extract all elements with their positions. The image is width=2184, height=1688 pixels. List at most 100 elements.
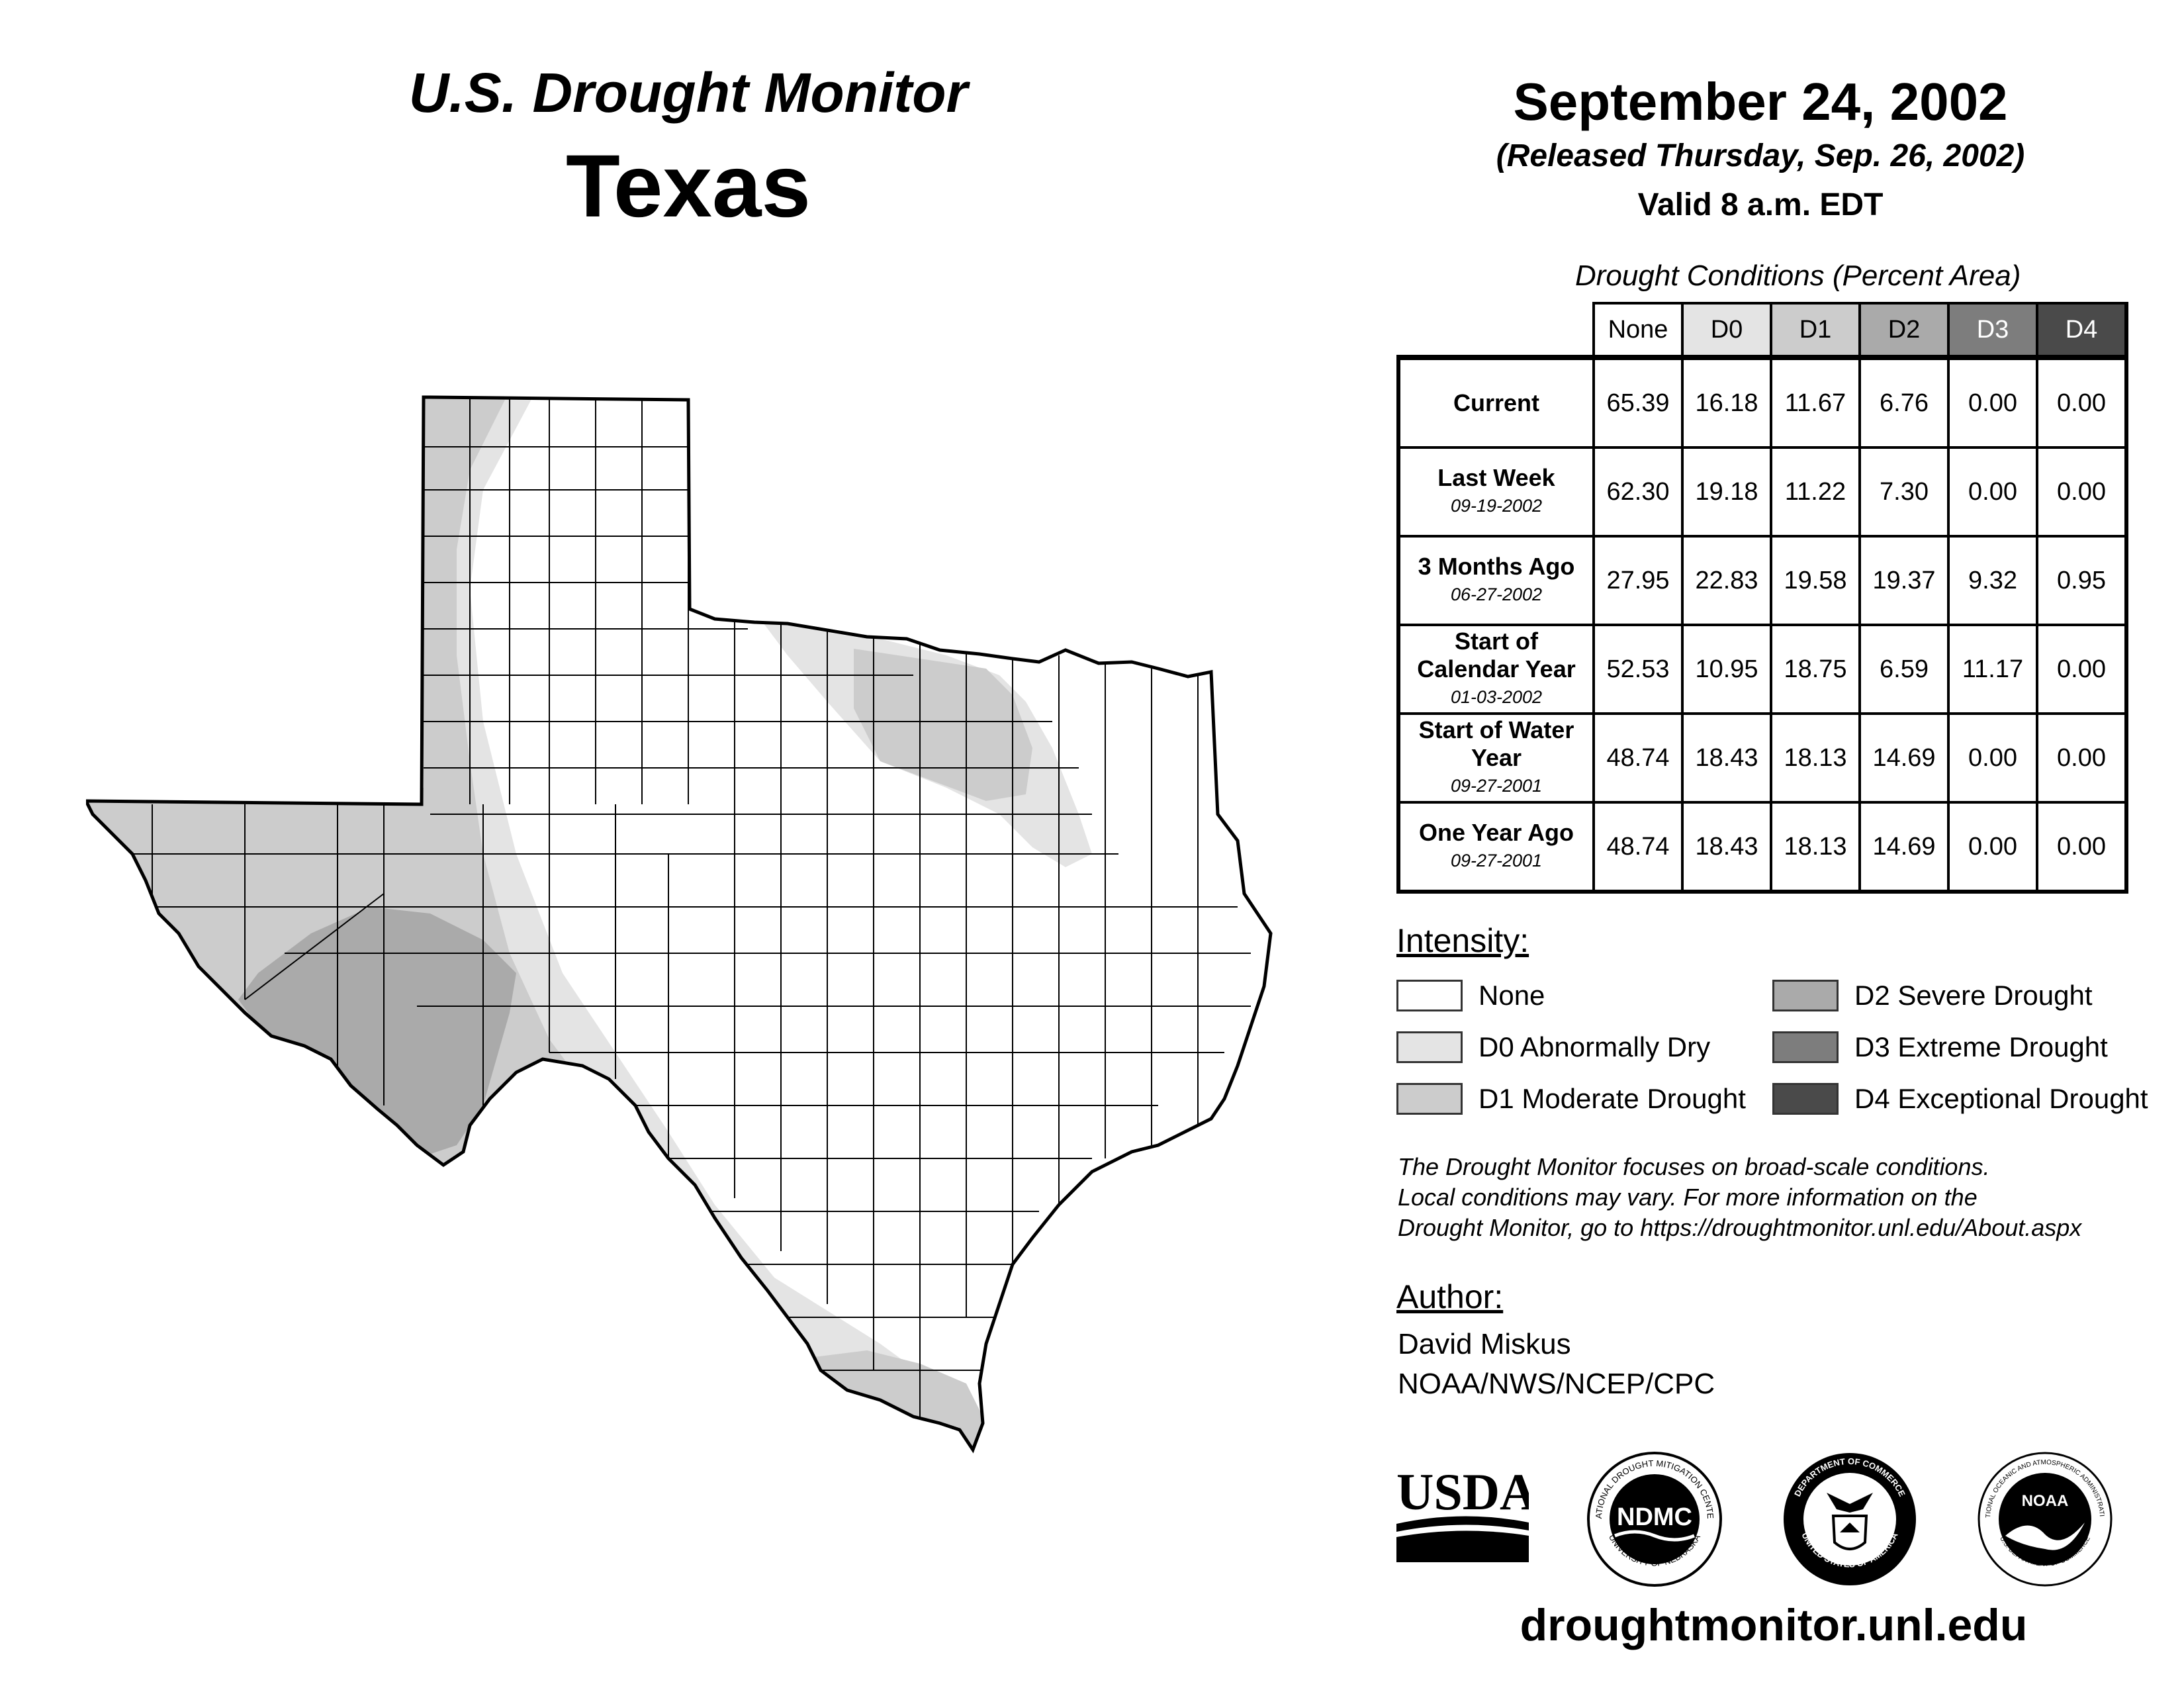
eagle-icon — [1827, 1493, 1873, 1513]
author-organization: NOAA/NWS/NCEP/CPC — [1398, 1368, 1715, 1400]
table-cell: 18.43 — [1681, 801, 1772, 894]
legend-item-d0: D0 Abnormally Dry — [1396, 1029, 1710, 1066]
map-date: September 24, 2002 — [1513, 72, 2008, 131]
legend-item-d1: D1 Moderate Drought — [1396, 1080, 1746, 1117]
legend-item-none: None — [1396, 977, 1545, 1014]
table-cell: 62.30 — [1592, 446, 1684, 538]
legend-item-d2: D2 Severe Drought — [1772, 977, 2093, 1014]
table-cell: 6.76 — [1858, 355, 1950, 449]
texas-map — [86, 391, 1297, 1529]
table-cell: 18.75 — [1770, 624, 1861, 715]
d1-area-north-central — [854, 649, 1032, 801]
table-cell: 0.00 — [1947, 355, 2038, 449]
row-label-text: One Year Ago — [1418, 819, 1574, 846]
row-label-text: Current — [1453, 389, 1539, 416]
column-header-d2: D2 — [1858, 302, 1950, 359]
column-header-d1: D1 — [1770, 302, 1861, 359]
legend-swatch-d0 — [1396, 1031, 1463, 1063]
note-line-2: Local conditions may vary. For more info… — [1398, 1184, 1978, 1211]
usda-logo: USDA — [1396, 1463, 1537, 1562]
disclaimer-note: The Drought Monitor focuses on broad-sca… — [1398, 1152, 2179, 1243]
table-cell: 48.74 — [1592, 712, 1684, 804]
legend-label-d4: D4 Exceptional Drought — [1854, 1083, 2148, 1114]
note-line-3: Drought Monitor, go to https://droughtmo… — [1398, 1214, 2082, 1241]
row-label: Last Week 09-19-2002 — [1396, 446, 1595, 538]
legend-item-d3: D3 Extreme Drought — [1772, 1029, 2108, 1066]
legend-label-none: None — [1479, 980, 1545, 1011]
table-row: 3 Months Ago 06-27-2002 27.95 22.83 19.58 19.… — [1396, 535, 2128, 626]
column-header-none: None — [1592, 302, 1684, 359]
column-header-d4: D4 — [2036, 302, 2128, 359]
noaa-bird-icon — [2005, 1523, 2085, 1550]
legend-label-d0: D0 Abnormally Dry — [1479, 1031, 1711, 1062]
author-heading: Author: — [1396, 1278, 1504, 1315]
table-cell: 18.13 — [1770, 801, 1861, 894]
legend-label-d2: D2 Severe Drought — [1854, 980, 2093, 1011]
table-cell: 16.18 — [1681, 355, 1772, 449]
row-label: Start of Water Year 09-27-2001 — [1396, 712, 1595, 804]
table-cell: 11.67 — [1770, 355, 1861, 449]
table-body: Current 65.39 16.18 11.67 6.76 0.00 0.00 Last W… — [1396, 355, 2128, 894]
row-label-date: 09-27-2001 — [1450, 776, 1543, 796]
table-cell: 27.95 — [1592, 535, 1684, 626]
table-cell: 19.37 — [1858, 535, 1950, 626]
table-cell: 19.18 — [1681, 446, 1772, 538]
website-url: droughtmonitor.unl.edu — [1520, 1600, 2028, 1650]
table-cell: 0.00 — [1947, 446, 2038, 538]
row-label: Start of Calendar Year 01-03-2002 — [1396, 624, 1595, 715]
row-label-text: Start of Calendar Year — [1417, 628, 1576, 682]
map-subtitle: U.S. Drought Monitor — [408, 62, 968, 124]
table-row: Last Week 09-19-2002 62.30 19.18 11.22 7.30 0.… — [1396, 446, 2128, 538]
row-label: One Year Ago 09-27-2001 — [1396, 801, 1595, 894]
table-cell: 0.00 — [2036, 446, 2128, 538]
legend-swatch-d4 — [1772, 1083, 1839, 1115]
table-cell: 0.00 — [1947, 712, 2038, 804]
table-cell: 10.95 — [1681, 624, 1772, 715]
table-cell: 52.53 — [1592, 624, 1684, 715]
row-label-date: 09-19-2002 — [1450, 496, 1543, 516]
valid-time: Valid 8 a.m. EDT — [1637, 187, 1884, 222]
legend-label-d1: D1 Moderate Drought — [1479, 1083, 1746, 1114]
table-row: Current 65.39 16.18 11.67 6.76 0.00 0.00 — [1396, 355, 2128, 449]
table-cell: 0.00 — [2036, 801, 2128, 894]
table-cell: 7.30 — [1858, 446, 1950, 538]
release-date: (Released Thursday, Sep. 26, 2002) — [1496, 138, 2025, 173]
table-cell: 18.13 — [1770, 712, 1861, 804]
table-cell: 0.95 — [2036, 535, 2128, 626]
table-cell: 11.22 — [1770, 446, 1861, 538]
intensity-heading: Intensity: — [1396, 922, 1529, 959]
legend-swatch-d3 — [1772, 1031, 1839, 1063]
table-cell: 11.17 — [1947, 624, 2038, 715]
row-label-date: 01-03-2002 — [1450, 687, 1543, 707]
author-name: David Miskus — [1398, 1328, 1571, 1360]
d2-area-trans-pecos — [238, 907, 516, 1158]
row-label: 3 Months Ago 06-27-2002 — [1396, 535, 1595, 626]
table-cell: 6.59 — [1858, 624, 1950, 715]
column-header-d3: D3 — [1947, 302, 2038, 359]
ndmc-logo: NATIONAL DROUGHT MITIGATION CENTER UNIVE… — [1582, 1442, 1724, 1589]
table-cell: 0.00 — [2036, 712, 2128, 804]
legend-swatch-none — [1396, 980, 1463, 1011]
row-label-text: Start of Water Year — [1418, 716, 1574, 771]
table-row: Start of Water Year 09-27-2001 48.74 18.43 1… — [1396, 712, 2128, 804]
table-cell: 18.43 — [1681, 712, 1772, 804]
shield-icon — [1831, 1515, 1868, 1550]
legend-item-d4: D4 Exceptional Drought — [1772, 1080, 2148, 1117]
ndmc-logo-text: NDMC — [1617, 1503, 1692, 1531]
noaa-logo: NATIONAL OCEANIC AND ATMOSPHERIC ADMINIS… — [1973, 1444, 2115, 1589]
table-cell: 14.69 — [1858, 712, 1950, 804]
usda-logo-text: USDA — [1396, 1463, 1529, 1521]
table-cell: 22.83 — [1681, 535, 1772, 626]
row-label-text: 3 Months Ago — [1418, 553, 1575, 580]
table-cell: 0.00 — [2036, 355, 2128, 449]
row-label-date: 06-27-2002 — [1450, 585, 1543, 604]
table-cell: 0.00 — [1947, 801, 2038, 894]
table-cell: 9.32 — [1947, 535, 2038, 626]
usda-wave-1 — [1396, 1516, 1529, 1532]
row-label-date: 09-27-2001 — [1450, 851, 1543, 870]
noaa-logo-text: NOAA — [2022, 1492, 2069, 1510]
table-corner — [1398, 303, 1594, 357]
row-label: Current — [1396, 355, 1595, 449]
table-cell: 0.00 — [2036, 624, 2128, 715]
table-row: Start of Calendar Year 01-03-2002 52.53 10.… — [1396, 624, 2128, 715]
